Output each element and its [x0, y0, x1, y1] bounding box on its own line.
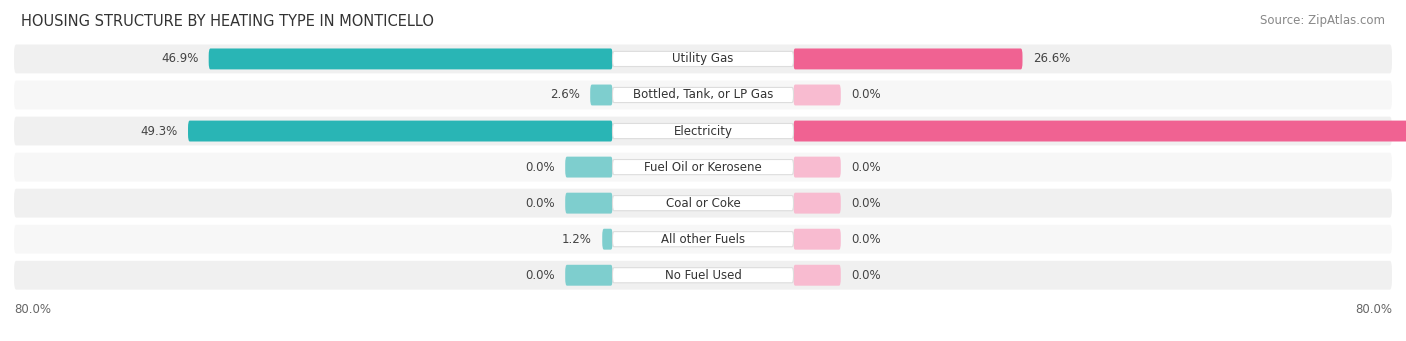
Text: Utility Gas: Utility Gas	[672, 53, 734, 65]
Text: 1.2%: 1.2%	[562, 233, 592, 246]
FancyBboxPatch shape	[613, 160, 793, 175]
Text: 80.0%: 80.0%	[14, 303, 51, 316]
FancyBboxPatch shape	[793, 193, 841, 213]
FancyBboxPatch shape	[613, 232, 793, 247]
Text: 0.0%: 0.0%	[851, 269, 880, 282]
FancyBboxPatch shape	[793, 48, 1022, 70]
FancyBboxPatch shape	[613, 268, 793, 283]
Text: 0.0%: 0.0%	[851, 161, 880, 174]
FancyBboxPatch shape	[565, 157, 613, 178]
FancyBboxPatch shape	[793, 265, 841, 286]
FancyBboxPatch shape	[14, 225, 1392, 254]
FancyBboxPatch shape	[591, 85, 613, 105]
FancyBboxPatch shape	[613, 196, 793, 211]
Text: 49.3%: 49.3%	[141, 124, 177, 137]
Text: Fuel Oil or Kerosene: Fuel Oil or Kerosene	[644, 161, 762, 174]
FancyBboxPatch shape	[793, 157, 841, 178]
FancyBboxPatch shape	[602, 229, 613, 250]
Legend: Owner-occupied, Renter-occupied: Owner-occupied, Renter-occupied	[568, 340, 838, 341]
FancyBboxPatch shape	[613, 123, 793, 138]
Text: Bottled, Tank, or LP Gas: Bottled, Tank, or LP Gas	[633, 89, 773, 102]
FancyBboxPatch shape	[565, 193, 613, 213]
Text: HOUSING STRUCTURE BY HEATING TYPE IN MONTICELLO: HOUSING STRUCTURE BY HEATING TYPE IN MON…	[21, 14, 434, 29]
Text: All other Fuels: All other Fuels	[661, 233, 745, 246]
Text: 0.0%: 0.0%	[851, 233, 880, 246]
Text: 46.9%: 46.9%	[160, 53, 198, 65]
Text: 80.0%: 80.0%	[1355, 303, 1392, 316]
Text: Source: ZipAtlas.com: Source: ZipAtlas.com	[1260, 14, 1385, 27]
Text: 0.0%: 0.0%	[526, 197, 555, 210]
FancyBboxPatch shape	[14, 189, 1392, 218]
Text: 0.0%: 0.0%	[526, 269, 555, 282]
Text: 26.6%: 26.6%	[1033, 53, 1070, 65]
FancyBboxPatch shape	[14, 261, 1392, 290]
FancyBboxPatch shape	[793, 85, 841, 105]
FancyBboxPatch shape	[14, 80, 1392, 109]
FancyBboxPatch shape	[14, 117, 1392, 146]
Text: 0.0%: 0.0%	[851, 197, 880, 210]
Text: 0.0%: 0.0%	[526, 161, 555, 174]
Text: Coal or Coke: Coal or Coke	[665, 197, 741, 210]
FancyBboxPatch shape	[613, 87, 793, 103]
FancyBboxPatch shape	[793, 229, 841, 250]
Text: 2.6%: 2.6%	[550, 89, 579, 102]
Text: No Fuel Used: No Fuel Used	[665, 269, 741, 282]
Text: Electricity: Electricity	[673, 124, 733, 137]
FancyBboxPatch shape	[793, 121, 1406, 142]
FancyBboxPatch shape	[208, 48, 613, 70]
FancyBboxPatch shape	[613, 51, 793, 66]
FancyBboxPatch shape	[188, 121, 613, 142]
FancyBboxPatch shape	[565, 265, 613, 286]
FancyBboxPatch shape	[14, 153, 1392, 181]
Text: 0.0%: 0.0%	[851, 89, 880, 102]
FancyBboxPatch shape	[14, 45, 1392, 73]
